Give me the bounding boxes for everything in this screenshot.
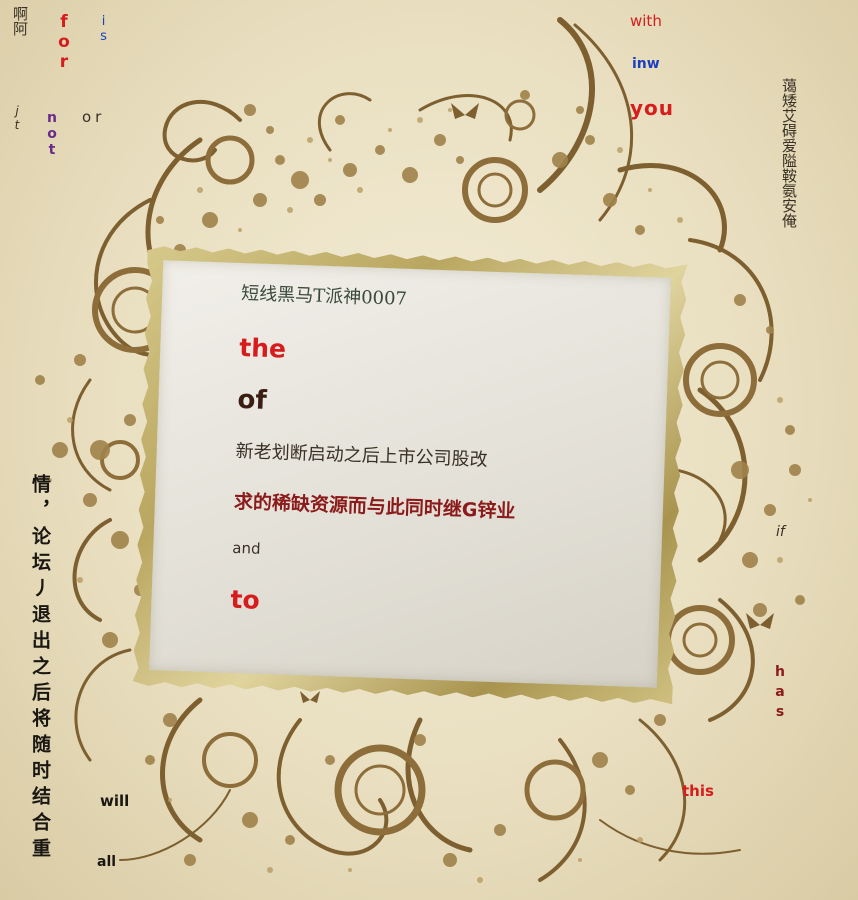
card-line-3: of	[236, 384, 268, 416]
text-with: with	[630, 12, 662, 30]
text-jt: jt	[10, 104, 24, 132]
text-inw: inw	[632, 56, 660, 72]
text-if: if	[776, 524, 785, 540]
text-is: is	[96, 14, 111, 44]
text-aa: 啊阿	[11, 6, 29, 36]
text-right-column: 蔼矮艾碍爱隘鞍氨安俺	[780, 78, 798, 228]
card-line-7: to	[230, 584, 261, 615]
text-left-column: 情，论坛丿退出之后将随时结合重	[29, 474, 51, 864]
text-has: has	[772, 664, 788, 724]
text-for: for	[54, 12, 74, 72]
card-line-2: the	[238, 332, 287, 364]
card-line-6: and	[232, 538, 261, 558]
text-will: will	[100, 792, 130, 810]
text-all: all	[97, 854, 117, 870]
text-this: this	[682, 782, 714, 800]
card: 短线黑马T派神0007 the of 新老划断启动之后上市公司股改 求的稀缺资源…	[132, 246, 687, 705]
card-paper	[149, 260, 672, 688]
text-you: you	[630, 96, 675, 120]
text-not: not	[44, 110, 60, 158]
text-or: or	[82, 108, 106, 126]
